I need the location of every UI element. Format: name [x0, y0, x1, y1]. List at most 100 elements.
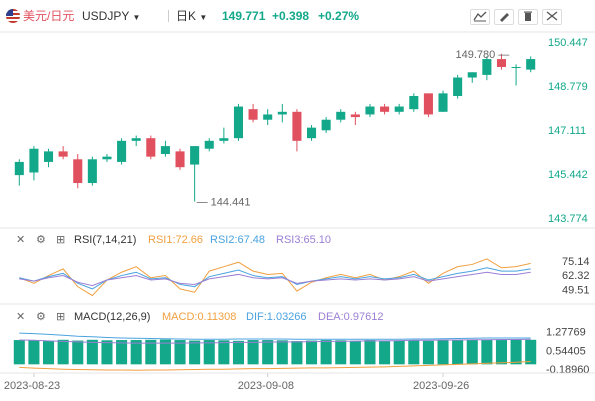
chart-toolbar: 美元/日元 USDJPY ▼ 日K ▼ 149.771 +0.398 +0.27…	[0, 0, 595, 32]
add-icon[interactable]: ⊞	[56, 311, 66, 323]
macd-bar	[466, 339, 478, 365]
macd-bar	[335, 340, 347, 365]
symbol-selector[interactable]: USDJPY ▼	[82, 8, 140, 26]
macd-line-dif	[19, 332, 531, 340]
macd-bar	[28, 340, 40, 365]
macd-bar	[495, 340, 508, 365]
macd-bar	[203, 340, 215, 365]
dea-value: DEA:0.97612	[318, 311, 384, 323]
rsi-name: RSI(7,14,21)	[74, 234, 137, 246]
us-jp-flag-icon	[6, 9, 20, 23]
period-selector[interactable]: 日K ▼	[176, 8, 207, 26]
candle-body	[350, 114, 360, 118]
price-change: +0.398	[272, 9, 310, 23]
candle-body	[482, 59, 492, 75]
macd-bar	[247, 340, 259, 365]
macd-bar	[305, 340, 318, 365]
divider	[168, 10, 169, 22]
macd-bar	[232, 340, 245, 365]
dif-value: DIF:1.03266	[246, 311, 307, 323]
price-tick-label: 145.442	[548, 169, 588, 181]
low-annotation: — 144.441	[197, 196, 251, 208]
chevron-down-icon: ▼	[132, 13, 141, 22]
trash-icon[interactable]	[518, 9, 538, 25]
candle-body	[117, 140, 127, 162]
symbol-label: USDJPY	[82, 9, 130, 23]
close-icon[interactable]: ✕	[16, 234, 26, 246]
candle-body	[306, 127, 317, 139]
candle-body	[467, 72, 477, 78]
rsi3-value: RSI3:65.10	[276, 234, 332, 246]
rsi-tick-label: 49.51	[562, 284, 590, 296]
candle-body	[526, 59, 536, 70]
add-icon[interactable]: ⊞	[56, 234, 66, 246]
pair-name: 美元/日元	[23, 9, 75, 23]
pencil-icon[interactable]	[494, 9, 514, 25]
macd-bar	[116, 340, 128, 365]
rsi-tick-label: 75.14	[562, 256, 590, 268]
candle-body	[394, 106, 404, 112]
candle-body	[248, 109, 258, 120]
macd-line-macd	[19, 361, 531, 371]
candle-body	[219, 138, 229, 141]
macd-bar	[42, 340, 55, 365]
macd-tick-label: 1.27769	[546, 327, 586, 339]
candle-body	[73, 159, 83, 184]
candle-body	[263, 114, 273, 120]
price-panel: 150.447 148.779 147.111 145.442 143.774 149.7…	[14, 37, 588, 225]
candle-body	[58, 151, 68, 157]
macd-bar	[481, 339, 493, 365]
macd-bar	[276, 340, 288, 365]
candle-body	[511, 66, 521, 68]
macd-bar	[159, 339, 171, 365]
candle-body	[14, 161, 24, 176]
candle-body	[453, 77, 463, 96]
gear-icon[interactable]: ⚙	[36, 234, 46, 246]
candle-body	[365, 106, 375, 115]
date-label: 2023-09-26	[413, 380, 469, 392]
candle-body	[409, 95, 419, 110]
candle-body	[292, 111, 302, 141]
chevron-down-icon: ▼	[199, 13, 208, 22]
macd-bar	[364, 340, 376, 365]
candle-body	[277, 111, 287, 115]
macd-value: MACD:0.11308	[162, 311, 237, 323]
macd-bar	[525, 339, 537, 365]
candle-body	[102, 156, 112, 160]
macd-bar	[422, 340, 434, 365]
fullscreen-icon[interactable]	[542, 9, 562, 25]
macd-name: MACD(12,26,9)	[74, 311, 151, 323]
candle-body	[146, 138, 156, 157]
macd-bar	[174, 340, 186, 365]
close-icon[interactable]: ✕	[16, 311, 26, 323]
macd-bar	[262, 340, 274, 365]
macd-tick-label: -0.18960	[546, 364, 589, 376]
date-label: 2023-08-23	[4, 380, 60, 392]
candle-body	[87, 159, 97, 184]
gear-icon[interactable]: ⚙	[36, 311, 46, 323]
candle-body	[496, 59, 507, 67]
candle-body	[423, 93, 433, 115]
candle-body	[190, 146, 200, 165]
line-draw-icon[interactable]	[470, 9, 490, 25]
price-change-pct: +0.27%	[318, 9, 360, 23]
rsi-panel: 75.14 62.32 49.51	[19, 256, 590, 297]
candle-body	[321, 119, 331, 131]
period-label: 日K	[176, 9, 197, 23]
macd-bar	[189, 340, 201, 365]
price-tick-label: 147.111	[548, 125, 586, 137]
macd-line-dea	[19, 338, 531, 344]
candle-body	[175, 151, 185, 168]
rsi-line-rsi1	[19, 258, 531, 297]
macd-bar	[437, 340, 449, 365]
macd-bar	[393, 340, 405, 365]
rsi-line-rsi2	[19, 267, 531, 290]
macd-bar	[13, 340, 25, 365]
date-label: 2023-09-08	[238, 380, 294, 392]
macd-bar	[145, 339, 157, 365]
high-annotation: 149.780 —	[455, 49, 509, 61]
macd-bar	[379, 341, 391, 365]
macd-bar	[218, 340, 230, 365]
macd-bar	[320, 340, 332, 365]
